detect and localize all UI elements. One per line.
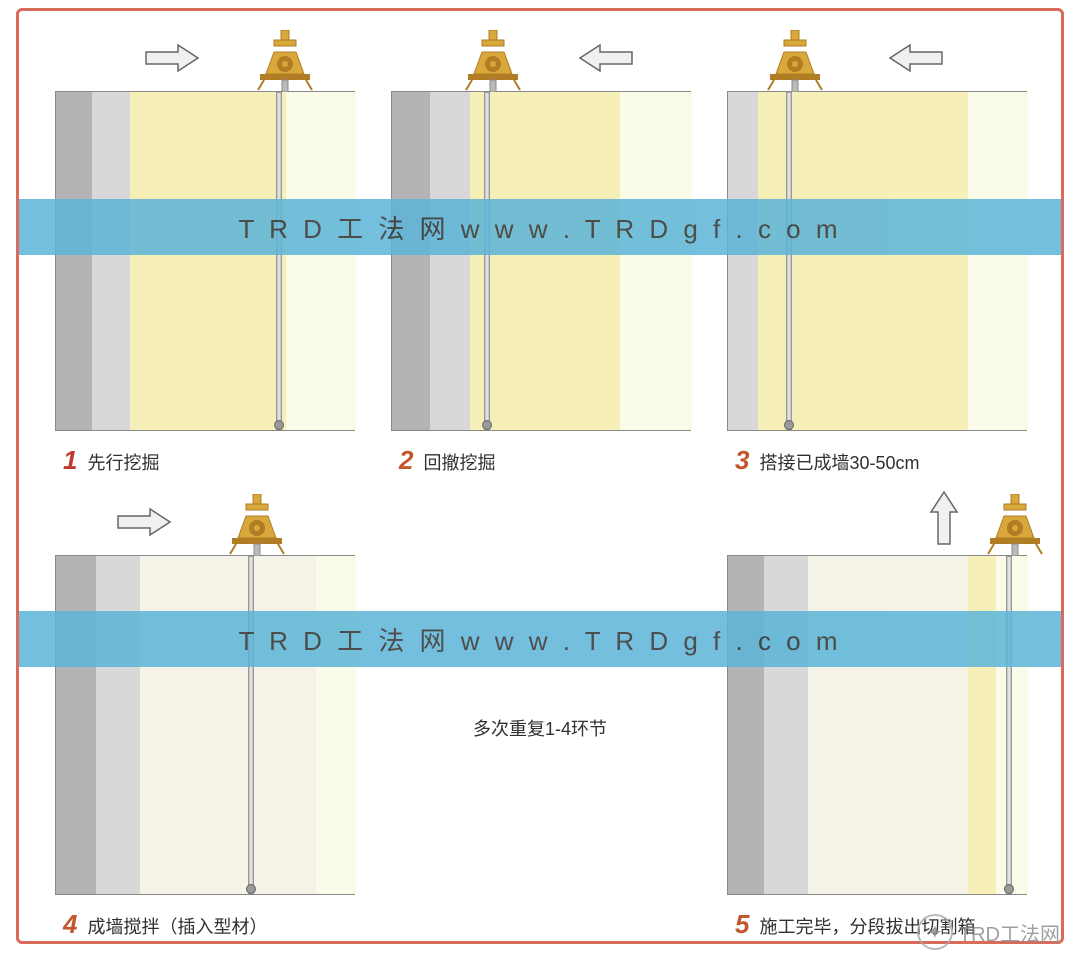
process-panel-3: 3 搭接已成墙30-50cm xyxy=(727,91,1027,476)
drill-rig-icon xyxy=(766,30,824,92)
soil-region xyxy=(96,556,140,894)
brand-text: TRD工法网 xyxy=(959,918,1060,947)
drill-rig xyxy=(464,30,522,97)
brand-watermark: ✦ TRD工法网 xyxy=(917,914,1060,950)
panel-caption: 1 先行挖掘 xyxy=(55,445,355,476)
drill-rig xyxy=(256,30,314,97)
process-panel-2: 2 回撤挖掘 xyxy=(391,91,691,476)
soil-region xyxy=(130,92,286,430)
drill-rig xyxy=(766,30,824,97)
step-number: 3 xyxy=(735,445,749,476)
panel-caption: 2 回撤挖掘 xyxy=(391,445,691,476)
diagram-box xyxy=(55,555,355,895)
diagram-frame: T R D 工 法 网 w w w . T R D g f . c o m T … xyxy=(16,8,1064,944)
soil-region xyxy=(56,92,92,430)
soil-region xyxy=(316,556,356,894)
soil-region xyxy=(808,556,968,894)
step-label: 搭接已成墙30-50cm xyxy=(759,449,919,475)
diagram-box xyxy=(55,91,355,431)
drill-tip xyxy=(482,420,492,430)
soil-region xyxy=(92,92,130,430)
diagram-box xyxy=(727,91,1027,431)
diagram-box xyxy=(391,91,691,431)
watermark-band-2: T R D 工 法 网 w w w . T R D g f . c o m xyxy=(19,611,1061,667)
direction-arrow xyxy=(888,42,944,79)
drill-shaft xyxy=(248,556,254,894)
drill-rig-icon xyxy=(256,30,314,92)
watermark-text-1: T R D 工 法 网 w w w . T R D g f . c o m xyxy=(238,209,841,246)
soil-region xyxy=(392,92,430,430)
soil-region xyxy=(728,92,758,430)
drill-tip xyxy=(246,884,256,894)
soil-region xyxy=(996,556,1028,894)
soil-region xyxy=(620,92,692,430)
step-number: 5 xyxy=(735,909,749,940)
direction-arrow xyxy=(144,42,200,79)
repeat-caption: 多次重复1-4环节 xyxy=(473,715,607,741)
step-number: 2 xyxy=(399,445,413,476)
soil-region xyxy=(470,92,620,430)
direction-arrow-icon xyxy=(116,506,172,538)
step-number: 1 xyxy=(63,445,77,476)
soil-region xyxy=(728,556,764,894)
drill-rig-icon xyxy=(464,30,522,92)
soil-region xyxy=(968,92,1028,430)
soil-region xyxy=(286,92,356,430)
drill-tip xyxy=(784,420,794,430)
step-label: 回撤挖掘 xyxy=(423,449,495,475)
direction-arrow-icon xyxy=(144,42,200,74)
direction-arrow xyxy=(578,42,634,79)
drill-rig-icon xyxy=(986,494,1044,556)
direction-arrow-icon xyxy=(578,42,634,74)
watermark-text-2: T R D 工 法 网 w w w . T R D g f . c o m xyxy=(238,621,841,658)
direction-arrow-icon xyxy=(928,490,960,546)
watermark-band-1: T R D 工 法 网 w w w . T R D g f . c o m xyxy=(19,199,1061,255)
drill-shaft xyxy=(484,92,490,430)
direction-arrow-icon xyxy=(888,42,944,74)
drill-shaft xyxy=(276,92,282,430)
step-label: 成墙搅拌（插入型材） xyxy=(87,913,267,939)
soil-region xyxy=(430,92,470,430)
soil-region xyxy=(968,556,996,894)
direction-arrow xyxy=(116,506,172,543)
panel-caption: 3 搭接已成墙30-50cm xyxy=(727,445,1027,476)
step-label: 先行挖掘 xyxy=(87,449,159,475)
panel-caption: 4 成墙搅拌（插入型材） xyxy=(55,909,355,940)
drill-rig xyxy=(986,494,1044,561)
drill-rig xyxy=(228,494,286,561)
soil-region xyxy=(764,556,808,894)
drill-shaft xyxy=(1006,556,1012,894)
soil-region xyxy=(140,556,316,894)
direction-arrow xyxy=(928,490,960,551)
drill-tip xyxy=(274,420,284,430)
drill-shaft xyxy=(786,92,792,430)
drill-tip xyxy=(1004,884,1014,894)
step-number: 4 xyxy=(63,909,77,940)
diagram-box xyxy=(727,555,1027,895)
process-panel-1: 1 先行挖掘 xyxy=(55,91,355,476)
drill-rig-icon xyxy=(228,494,286,556)
soil-region xyxy=(56,556,96,894)
wechat-icon: ✦ xyxy=(917,914,953,950)
